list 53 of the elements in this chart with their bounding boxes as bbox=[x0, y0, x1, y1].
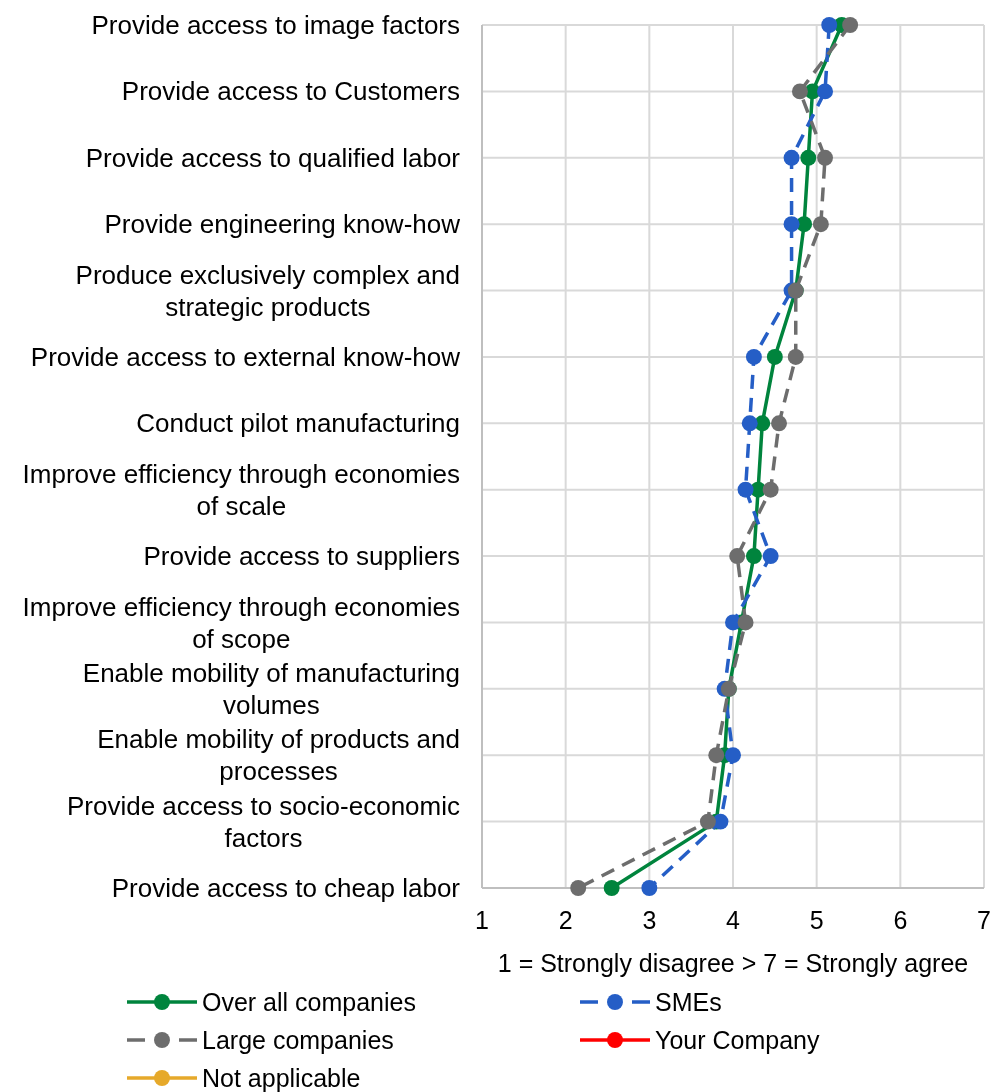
point bbox=[812, 216, 829, 233]
x-tick-label: 3 bbox=[642, 906, 657, 934]
point bbox=[766, 348, 783, 365]
x-tick-label: 5 bbox=[809, 906, 824, 934]
y-tick-label: Improve efficiency through economies of scale bbox=[22, 458, 460, 521]
point bbox=[771, 415, 787, 432]
legend-label: Not applicable bbox=[202, 1063, 361, 1092]
point bbox=[741, 415, 758, 432]
point bbox=[737, 614, 754, 631]
point bbox=[817, 83, 834, 100]
y-tick-label: Provide access to external know-how bbox=[30, 342, 461, 373]
point bbox=[762, 548, 779, 565]
y-tick-label: Produce exclusively complex and strategic products bbox=[75, 259, 460, 322]
legend-label: Your Company bbox=[655, 1025, 820, 1054]
y-tick-label: Improve efficiency through economies of scope bbox=[22, 591, 460, 654]
legend-label: SMEs bbox=[655, 987, 722, 1016]
y-tick-label: Enable mobility of products and processes bbox=[97, 724, 461, 787]
y-tick-label: Provide access to socio-economic factors bbox=[66, 790, 460, 853]
point bbox=[783, 149, 800, 166]
point bbox=[800, 149, 817, 166]
point bbox=[821, 17, 838, 33]
x-tick-label: 6 bbox=[893, 906, 908, 934]
point bbox=[817, 149, 834, 166]
point bbox=[641, 880, 658, 896]
point bbox=[603, 880, 620, 896]
legend-label: Over all companies bbox=[202, 987, 416, 1016]
y-tick-label: Provide access to Customers bbox=[121, 76, 461, 107]
point bbox=[725, 747, 741, 764]
point bbox=[737, 481, 754, 498]
point bbox=[783, 216, 800, 233]
point bbox=[762, 481, 779, 498]
x-tick-label: 2 bbox=[558, 906, 573, 934]
x-axis-title: 1 = Strongly disagree > 7 = Strongly agree bbox=[497, 949, 969, 977]
point bbox=[787, 348, 804, 365]
x-tick-label: 7 bbox=[977, 906, 991, 934]
point bbox=[791, 83, 808, 100]
y-tick-label: Enable mobility of manufacturing volumes bbox=[82, 657, 460, 720]
y-tick-label: Provide access to cheap labor bbox=[111, 873, 461, 904]
point bbox=[729, 548, 746, 565]
point bbox=[745, 548, 762, 565]
y-tick-label: Conduct pilot manufacturing bbox=[136, 408, 460, 439]
x-tick-label: 1 bbox=[475, 906, 489, 934]
x-tick-label: 4 bbox=[726, 906, 741, 934]
point bbox=[708, 747, 725, 764]
point bbox=[842, 17, 859, 33]
legend-label: Large companies bbox=[202, 1025, 394, 1054]
point bbox=[570, 880, 587, 896]
y-tick-label: Provide engineering know-how bbox=[104, 209, 461, 240]
y-tick-label: Provide access to image factors bbox=[91, 10, 460, 41]
point bbox=[699, 813, 716, 830]
y-tick-label: Provide access to qualified labor bbox=[85, 142, 461, 173]
y-tick-label: Provide access to suppliers bbox=[143, 541, 460, 572]
point bbox=[745, 348, 762, 365]
